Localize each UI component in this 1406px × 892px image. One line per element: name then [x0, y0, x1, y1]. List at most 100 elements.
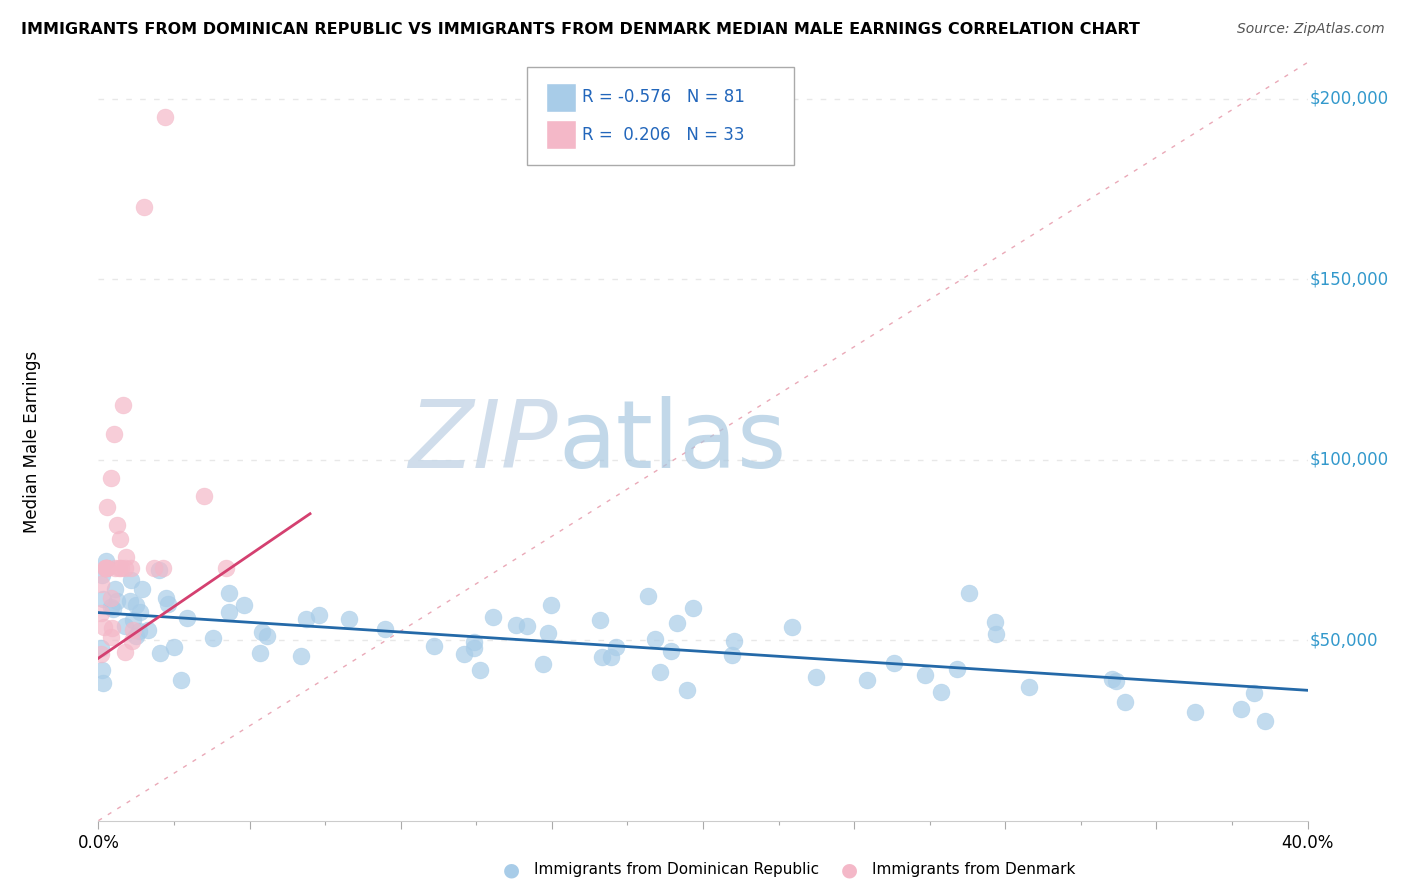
Text: Immigrants from Dominican Republic: Immigrants from Dominican Republic [534, 863, 820, 877]
Point [101, 602, 124, 616]
Point [218, 585, 240, 599]
Point [114, 618, 136, 632]
Point [516, 618, 538, 632]
Point [201, 631, 224, 645]
Point [93, 620, 115, 634]
Text: $50,000: $50,000 [1310, 632, 1378, 649]
Point [108, 532, 131, 546]
Point [806, 670, 828, 684]
Point [114, 645, 136, 659]
Point [929, 685, 952, 699]
Point [90, 641, 112, 656]
Point [218, 605, 240, 619]
Text: IMMIGRANTS FROM DOMINICAN REPUBLIC VS IMMIGRANTS FROM DENMARK MEDIAN MALE EARNIN: IMMIGRANTS FROM DOMINICAN REPUBLIC VS IM… [21, 22, 1140, 37]
Point [780, 620, 803, 634]
Point [149, 646, 172, 660]
Point [128, 624, 150, 638]
Point [90, 576, 112, 591]
Point [125, 599, 148, 613]
Point [423, 639, 446, 653]
Point [659, 644, 682, 658]
Text: $200,000: $200,000 [1310, 89, 1389, 108]
Point [337, 612, 360, 626]
Point [233, 598, 256, 612]
Point [214, 561, 236, 575]
Point [170, 673, 193, 687]
Point [986, 627, 1008, 641]
Point [114, 550, 136, 565]
Point [721, 648, 744, 662]
Point [120, 574, 142, 588]
Point [914, 667, 936, 681]
Point [470, 663, 492, 677]
Text: atlas: atlas [558, 395, 786, 488]
Point [463, 641, 485, 656]
Point [121, 613, 143, 627]
Point [1018, 680, 1040, 694]
Point [1184, 705, 1206, 719]
Point [94, 561, 117, 575]
Point [132, 200, 155, 214]
Text: $100,000: $100,000 [1310, 450, 1389, 468]
Point [256, 629, 278, 643]
Point [1114, 695, 1136, 709]
Point [152, 561, 174, 575]
Point [121, 623, 143, 637]
Point [374, 623, 396, 637]
Point [855, 673, 877, 688]
Point [143, 561, 166, 575]
Point [605, 640, 627, 655]
Point [163, 640, 186, 654]
Point [666, 615, 689, 630]
Point [453, 647, 475, 661]
Point [249, 646, 271, 660]
Point [91, 568, 114, 582]
Point [676, 683, 699, 698]
Point [94, 561, 117, 575]
Point [108, 561, 131, 575]
Point [103, 427, 125, 442]
Point [644, 632, 666, 646]
Point [155, 591, 177, 606]
Point [540, 598, 562, 612]
Point [121, 633, 143, 648]
Point [111, 399, 134, 413]
Point [104, 561, 127, 575]
Point [96, 500, 118, 514]
Point [637, 589, 659, 603]
Text: R = -0.576   N = 81: R = -0.576 N = 81 [582, 88, 745, 106]
Point [110, 561, 132, 575]
Point [599, 649, 621, 664]
Point [883, 656, 905, 670]
Point [682, 601, 704, 615]
Point [91, 663, 114, 677]
Point [138, 624, 160, 638]
Point [100, 599, 122, 614]
Text: Median Male Earnings: Median Male Earnings [22, 351, 41, 533]
Point [157, 597, 180, 611]
Point [104, 582, 127, 597]
Point [531, 657, 554, 671]
Text: Immigrants from Denmark: Immigrants from Denmark [872, 863, 1076, 877]
Point [118, 593, 141, 607]
Point [105, 517, 128, 532]
Point [91, 676, 114, 690]
Point [1101, 673, 1123, 687]
Point [148, 563, 170, 577]
Point [96, 561, 118, 575]
Text: R =  0.206   N = 33: R = 0.206 N = 33 [582, 126, 745, 144]
Point [957, 586, 980, 600]
Point [463, 634, 485, 648]
Point [1105, 673, 1128, 688]
Point [100, 591, 122, 606]
Point [250, 625, 273, 640]
Text: Source: ZipAtlas.com: Source: ZipAtlas.com [1237, 22, 1385, 37]
Point [308, 607, 330, 622]
Point [481, 610, 503, 624]
Point [91, 592, 114, 607]
Point [648, 665, 671, 679]
Point [105, 593, 128, 607]
Point [946, 662, 969, 676]
Point [90, 606, 112, 620]
Point [131, 582, 153, 596]
